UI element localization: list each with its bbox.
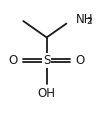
Text: NH: NH [76, 13, 93, 26]
Text: S: S [43, 54, 50, 67]
Text: OH: OH [38, 87, 56, 100]
Text: O: O [75, 54, 85, 67]
Text: O: O [9, 54, 18, 67]
Text: 2: 2 [86, 18, 92, 26]
